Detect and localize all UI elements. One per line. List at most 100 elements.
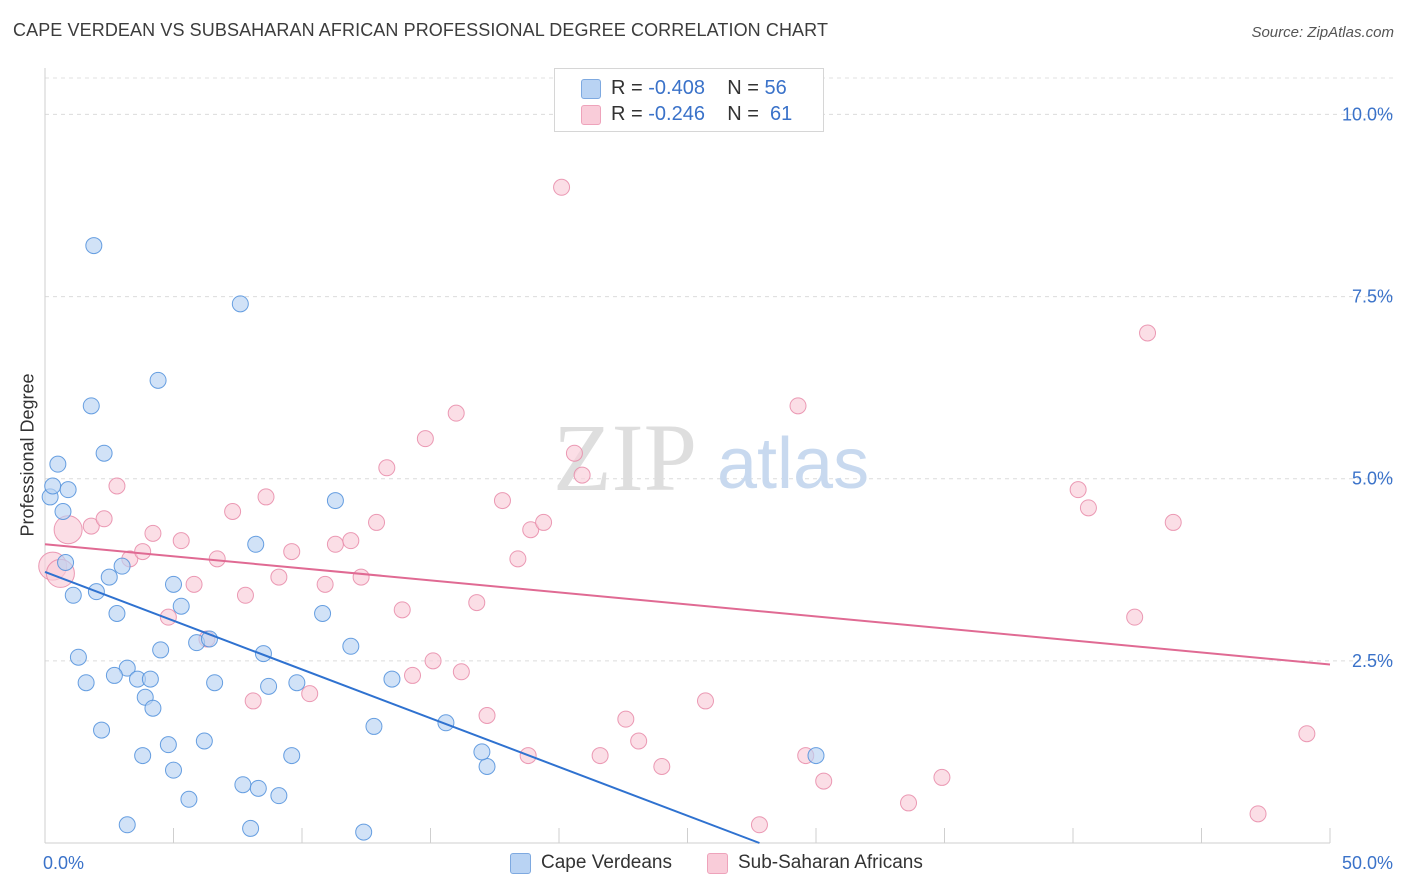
cape-verdean-point (270, 787, 288, 805)
cape-verdean-point (234, 776, 252, 794)
bottom-legend-swatch-pink (707, 853, 728, 874)
bottom-legend-label: Cape Verdeans (541, 852, 672, 873)
cape-verdean-point (69, 648, 87, 666)
y-tick-label: 5.0% (1352, 469, 1393, 489)
subsaharan-african-point (535, 513, 553, 531)
cape-verdean-point (314, 605, 332, 622)
cape-verdean-point (64, 586, 82, 604)
cape-verdean-point (165, 575, 182, 593)
bottom-legend-swatch-blue (510, 853, 531, 874)
subsaharan-african-point (617, 710, 635, 728)
cape-verdean-point (152, 641, 170, 659)
cape-verdean-point (180, 790, 198, 808)
cape-verdean-point (85, 237, 103, 255)
subsaharan-african-trend-line (44, 543, 1331, 666)
subsaharan-african-point (452, 663, 470, 681)
subsaharan-african-point (447, 404, 465, 422)
gridlines (45, 77, 1395, 662)
cape-verdean-point (249, 779, 267, 797)
subsaharan-african-point (82, 517, 100, 535)
y-tick-label: 7.5% (1352, 287, 1393, 307)
subsaharan-african-point (301, 685, 319, 703)
subsaharan-african-point (144, 524, 162, 542)
y-tick-label: 2.5% (1352, 651, 1393, 671)
cape-verdean-point (113, 557, 131, 575)
subsaharan-african-point (630, 732, 648, 750)
subsaharan-african-point (316, 575, 334, 593)
cape-verdean-point (118, 659, 136, 677)
subsaharan-african-point (565, 444, 583, 462)
data-points (38, 178, 1316, 841)
subsaharan-african-point (424, 652, 442, 670)
cape-verdean-point (172, 597, 190, 615)
subsaharan-african-point (236, 586, 254, 604)
subsaharan-african-point (172, 532, 190, 550)
trend-lines (44, 543, 1331, 844)
cape-verdean-point (247, 535, 265, 553)
subsaharan-african-point (224, 503, 242, 520)
cape-verdean-point (105, 666, 123, 684)
cape-verdean-point (288, 674, 306, 692)
subsaharan-african-point (352, 568, 370, 586)
cape-verdean-point (95, 444, 113, 462)
cape-verdean-point (100, 568, 118, 586)
subsaharan-african-point (696, 692, 714, 710)
x-tick-label: 0.0% (43, 853, 84, 873)
cape-verdean-point (108, 605, 126, 622)
cape-verdean-point (134, 747, 152, 765)
cape-verdean-point (355, 823, 373, 841)
subsaharan-african-point (416, 430, 434, 448)
subsaharan-african-point (1126, 608, 1144, 626)
subsaharan-african-point (134, 543, 152, 561)
subsaharan-african-point (257, 488, 275, 506)
legend-swatch-pink (581, 105, 601, 125)
subsaharan-african-point (1298, 725, 1316, 743)
cape-verdean-point (437, 714, 455, 732)
subsaharan-african-point (522, 521, 540, 539)
chart-source: Source: ZipAtlas.com (1251, 24, 1394, 41)
subsaharan-african-point (591, 747, 609, 765)
subsaharan-african-point (1079, 499, 1097, 517)
legend-swatch-blue (581, 79, 601, 99)
cape-verdean-point (82, 397, 100, 415)
cape-verdean-point (195, 732, 213, 750)
legend-n-value: 61 (770, 103, 793, 125)
subsaharan-african-point (270, 568, 288, 586)
legend-n-value: 56 (764, 77, 787, 99)
cape-verdean-point (57, 554, 75, 571)
subsaharan-african-point (53, 515, 83, 545)
cape-verdean-point (807, 747, 825, 765)
subsaharan-african-point (493, 492, 511, 510)
subsaharan-african-point (553, 178, 571, 196)
subsaharan-african-point (1139, 324, 1157, 342)
legend-r-label: R = (611, 77, 643, 99)
subsaharan-african-point (653, 758, 671, 775)
watermark: ZIP atlas (553, 404, 869, 511)
cape-verdean-point (49, 455, 67, 473)
subsaharan-african-point (509, 550, 527, 568)
legend-r-value: -0.408 (648, 77, 705, 99)
cape-verdean-point (383, 670, 401, 688)
cape-verdean-point (231, 295, 249, 313)
subsaharan-african-point (368, 513, 386, 531)
cape-verdean-point (118, 816, 136, 834)
cape-verdean-point (478, 758, 496, 775)
cape-verdean-point (254, 645, 272, 663)
subsaharan-african-point (208, 550, 226, 568)
cape-verdean-point (141, 670, 159, 688)
legend-r-value: -0.246 (648, 103, 705, 125)
y-tick-label: 10.0% (1342, 104, 1393, 124)
cape-verdean-point (77, 674, 95, 692)
subsaharan-african-point (404, 666, 422, 684)
correlation-legend: R = -0.408 N = 56 R = -0.246 N = 61 (554, 68, 824, 132)
cape-verdean-point (326, 492, 344, 510)
cape-verdean-point (159, 736, 177, 754)
cape-verdean-point (144, 699, 162, 717)
subsaharan-african-point (95, 510, 113, 528)
subsaharan-african-point (108, 477, 126, 495)
legend-n-label: N = (727, 77, 759, 99)
subsaharan-african-point (815, 772, 833, 790)
cape-verdean-point (473, 743, 491, 761)
subsaharan-african-point (1164, 513, 1182, 531)
